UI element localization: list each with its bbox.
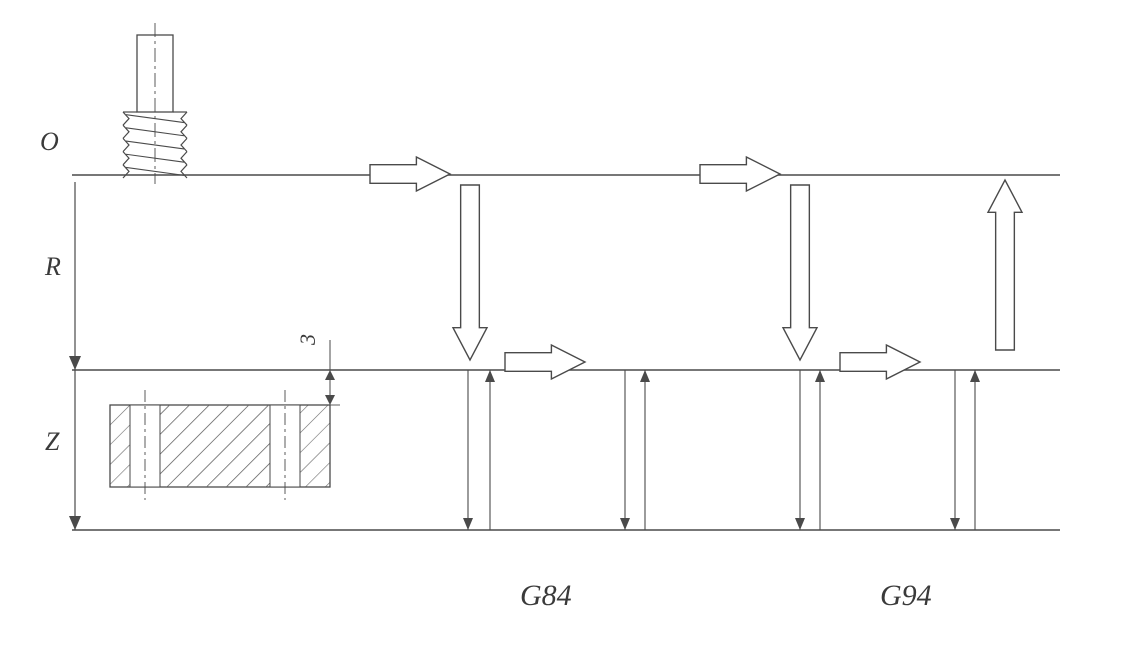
- hollow-arrow-h4: [840, 345, 920, 379]
- thin-arrowhead: [620, 518, 630, 530]
- hollow-arrow-h1: [370, 157, 450, 191]
- thin-arrowhead: [970, 370, 980, 382]
- hollow-arrow-h2: [700, 157, 780, 191]
- label-G94: G94: [880, 579, 932, 612]
- label-G84: G84: [520, 579, 572, 612]
- dim-arrowhead: [69, 356, 81, 370]
- hollow-arrow-v2: [783, 185, 817, 360]
- label-origin: O: [40, 127, 59, 156]
- label-dim3: 3: [295, 334, 320, 346]
- thin-arrowhead: [463, 518, 473, 530]
- hollow-arrow-v3: [988, 180, 1022, 350]
- hollow-arrow-v1: [453, 185, 487, 360]
- thin-arrowhead: [640, 370, 650, 382]
- label-Z: Z: [45, 427, 60, 456]
- hollow-arrow-h3: [505, 345, 585, 379]
- thin-arrowhead: [950, 518, 960, 530]
- thin-arrowhead: [485, 370, 495, 382]
- tap-tool: [123, 23, 187, 184]
- label-R: R: [44, 252, 61, 281]
- diagram-canvas: O R Z 3 G84 G94: [0, 0, 1126, 664]
- dim-3-head: [325, 370, 335, 380]
- dim-3-head: [325, 395, 335, 405]
- thin-arrowhead: [815, 370, 825, 382]
- section-block: [110, 390, 330, 500]
- dim-arrowhead: [69, 516, 81, 530]
- thin-arrowhead: [795, 518, 805, 530]
